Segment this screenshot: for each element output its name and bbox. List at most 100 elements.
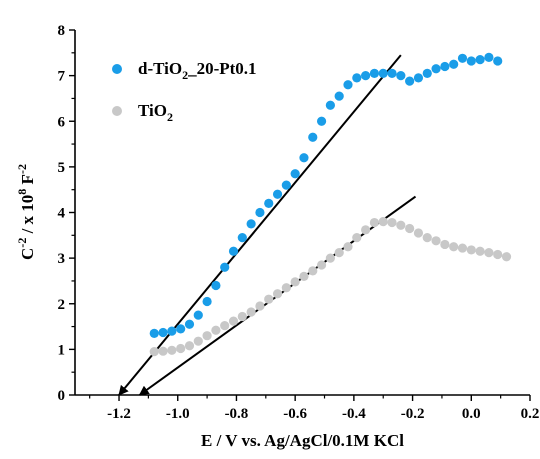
data-point-series-0 <box>228 246 239 256</box>
data-point-series-0 <box>387 68 397 78</box>
data-point-series-1 <box>440 239 450 250</box>
x-tick-label: -0.6 <box>283 406 307 422</box>
x-tick-label: 0.2 <box>521 406 540 422</box>
x-tick-label: -0.8 <box>225 406 249 422</box>
data-point-series-1 <box>167 345 177 355</box>
y-axis-title-part: C <box>18 248 37 260</box>
data-point-series-0 <box>184 319 195 329</box>
data-point-series-1 <box>290 277 300 287</box>
y-tick-label: 4 <box>58 206 66 222</box>
data-point-series-1 <box>299 271 309 281</box>
data-point-series-1 <box>378 217 388 227</box>
data-point-series-0 <box>493 56 503 66</box>
axes-layer <box>69 29 531 401</box>
data-point-series-0 <box>449 59 459 69</box>
y-tick-label: 6 <box>58 114 66 130</box>
data-point-series-0 <box>211 280 221 291</box>
data-point-series-0 <box>255 207 265 218</box>
y-axis-title-superscript: -2 <box>15 164 29 174</box>
data-point-series-0 <box>272 189 283 199</box>
data-point-series-1 <box>264 294 274 304</box>
x-tick-label: -0.2 <box>401 406 425 422</box>
data-points-layer <box>149 52 512 357</box>
data-point-series-0 <box>264 198 274 208</box>
y-tick-label: 1 <box>58 342 66 358</box>
legend-marker-series-0 <box>112 64 122 74</box>
data-point-series-1 <box>387 217 397 228</box>
x-tick-label: -1.2 <box>107 406 131 422</box>
y-tick-label: 7 <box>58 69 66 85</box>
data-point-series-1 <box>246 307 256 317</box>
data-point-series-1 <box>255 301 265 311</box>
data-point-series-0 <box>237 232 247 243</box>
y-axis-title-superscript: -2 <box>15 238 29 248</box>
data-point-series-0 <box>193 310 203 320</box>
legend-label-subscript: 2 <box>167 110 173 124</box>
y-tick-label: 0 <box>58 388 66 404</box>
data-point-series-1 <box>272 289 283 299</box>
data-point-series-1 <box>325 253 335 263</box>
data-point-series-0 <box>281 180 291 190</box>
y-axis-title-part: F <box>18 174 37 189</box>
fit-line-0 <box>118 54 402 396</box>
y-tick-label: 8 <box>58 23 66 39</box>
labels-layer: -1.2 -1.0 -0.8 -0.6 -0.4 -0.2 0.0 0.2 0 1 2 3 4 5 6 7 8 E… <box>15 23 539 450</box>
data-point-series-0 <box>220 262 230 272</box>
y-axis-title-superscript: 8 <box>15 189 29 195</box>
data-point-series-1 <box>484 248 494 258</box>
data-point-series-1 <box>281 283 291 293</box>
data-point-series-1 <box>396 220 406 230</box>
data-point-series-1 <box>184 341 195 351</box>
legend-label-part: _20-Pt0.1 <box>187 59 256 78</box>
data-point-series-1 <box>149 347 159 357</box>
x-tick-label: -0.4 <box>342 406 366 422</box>
data-point-series-1 <box>413 228 424 238</box>
data-point-series-0 <box>202 296 212 307</box>
legend-label-subscript: 2 <box>182 68 188 82</box>
data-point-series-0 <box>308 132 318 142</box>
y-tick-label: 5 <box>58 160 66 176</box>
y-tick-label: 3 <box>58 251 66 267</box>
data-point-series-1 <box>158 346 168 356</box>
data-point-series-0 <box>325 100 335 110</box>
legend-label-series-0: d-TiO2_20-Pt0.1 <box>138 59 257 82</box>
data-point-series-1 <box>405 223 415 234</box>
data-point-series-1 <box>202 331 212 341</box>
data-point-series-1 <box>501 252 512 262</box>
legend-label-series-1: TiO2 <box>138 101 173 124</box>
data-point-series-1 <box>457 243 468 253</box>
data-point-series-1 <box>176 343 186 354</box>
x-tick-label: 0.0 <box>462 406 481 422</box>
data-point-series-0 <box>246 219 256 229</box>
data-point-series-1 <box>493 249 503 260</box>
y-tick-label: 2 <box>58 297 66 313</box>
data-point-series-1 <box>193 336 203 346</box>
data-point-series-1 <box>475 246 485 256</box>
data-point-series-1 <box>308 266 318 276</box>
data-point-series-1 <box>431 236 441 246</box>
data-point-series-1 <box>352 232 362 243</box>
data-point-series-0 <box>149 328 159 339</box>
y-axis-title-part: / x 10 <box>18 195 37 238</box>
data-point-series-0 <box>475 55 485 65</box>
data-point-series-0 <box>361 71 371 81</box>
data-point-series-0 <box>378 68 388 78</box>
legend-marker-series-1 <box>112 106 122 116</box>
data-point-series-1 <box>228 316 239 326</box>
data-point-series-0 <box>316 116 327 126</box>
x-tick-label: -1.0 <box>166 406 190 422</box>
data-point-series-1 <box>237 311 247 322</box>
legend-label-part: TiO <box>138 101 167 120</box>
data-point-series-1 <box>369 217 380 228</box>
x-axis-title: E / V vs. Ag/AgCl/0.1M KCl <box>201 431 404 450</box>
data-point-series-1 <box>211 325 221 335</box>
data-point-series-0 <box>440 61 450 72</box>
data-point-series-1 <box>343 242 353 252</box>
data-point-series-0 <box>167 326 177 336</box>
data-point-series-0 <box>343 80 353 90</box>
data-point-series-0 <box>290 169 300 179</box>
data-point-series-0 <box>457 53 468 63</box>
legend-label-part: d-TiO <box>138 59 182 78</box>
